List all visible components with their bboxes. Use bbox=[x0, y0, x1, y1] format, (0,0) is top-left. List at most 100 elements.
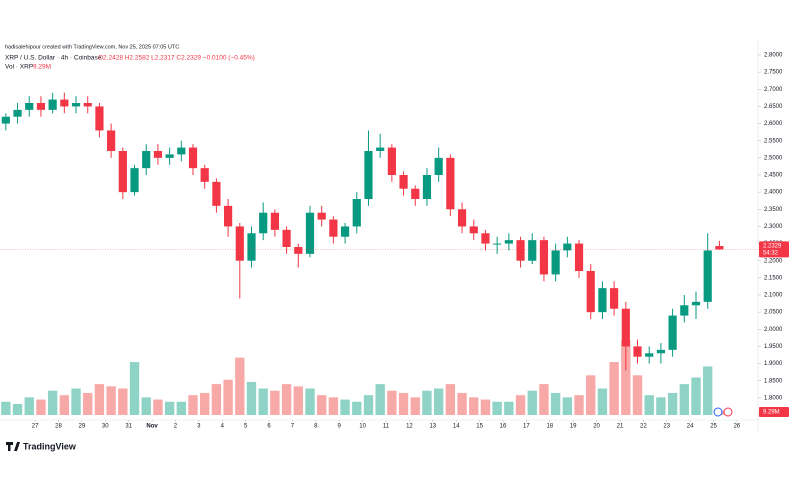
x-tick-label: 12 bbox=[406, 424, 413, 430]
x-tick-label: 5 bbox=[244, 424, 248, 430]
symbol-title: XRP / U.S. Dollar · 4h · Coinbase bbox=[5, 55, 102, 62]
candle-body bbox=[411, 188, 420, 199]
volume-bar bbox=[609, 362, 619, 415]
candle-body bbox=[563, 243, 572, 251]
x-tick-label: 26 bbox=[734, 424, 741, 430]
volume-bar bbox=[375, 384, 385, 415]
volume-bar bbox=[352, 401, 362, 415]
y-tick-label: 1.9000 bbox=[764, 361, 783, 367]
y-tick-label: 2.0000 bbox=[764, 327, 783, 333]
candle-body bbox=[539, 240, 549, 275]
volume-bar bbox=[328, 397, 339, 415]
y-tick-label: 2.8000 bbox=[764, 53, 783, 59]
candle-body bbox=[633, 346, 642, 357]
volume-bar bbox=[515, 395, 526, 415]
volume-bar bbox=[83, 392, 93, 415]
x-tick-label: 30 bbox=[102, 424, 109, 430]
volume-bar bbox=[433, 388, 444, 415]
candle-body bbox=[71, 103, 81, 107]
volume-bar bbox=[504, 401, 514, 415]
candle-body bbox=[25, 103, 34, 110]
volume-bar bbox=[270, 390, 280, 415]
plot-area bbox=[1, 92, 725, 415]
volume-bar bbox=[211, 384, 222, 415]
last-price-label: 2.2329 bbox=[763, 244, 782, 250]
y-tick-label: 1.9500 bbox=[764, 344, 783, 350]
candle-body bbox=[177, 147, 186, 155]
candle-body bbox=[574, 243, 584, 271]
candle-body bbox=[481, 233, 490, 244]
volume-bar bbox=[410, 397, 420, 415]
candle-body bbox=[680, 305, 689, 316]
candle-body bbox=[691, 301, 701, 306]
y-tick-label: 2.3000 bbox=[764, 224, 783, 230]
volume-bar bbox=[258, 388, 268, 415]
x-tick-label: 3 bbox=[197, 424, 201, 430]
volume-bar bbox=[574, 395, 584, 415]
candle-body bbox=[422, 175, 432, 199]
volume-bar bbox=[632, 375, 643, 415]
volume-bar bbox=[691, 377, 701, 415]
x-tick-label: 20 bbox=[593, 424, 600, 430]
y-tick-label: 2.6000 bbox=[764, 121, 783, 127]
volume-bar bbox=[317, 395, 327, 415]
volume-readout: 9.29M bbox=[33, 64, 51, 71]
candle-body bbox=[48, 99, 57, 110]
candle-body bbox=[60, 99, 69, 107]
y-tick-label: 2.4500 bbox=[764, 173, 783, 179]
volume-bar bbox=[106, 386, 116, 415]
x-tick-label: 13 bbox=[429, 424, 436, 430]
x-tick-label: 6 bbox=[267, 424, 271, 430]
x-tick-label: 14 bbox=[453, 424, 460, 430]
volume-label: 9.29M bbox=[763, 410, 780, 416]
volume-bar bbox=[200, 392, 210, 415]
volume-bar bbox=[47, 390, 58, 415]
candle-body bbox=[457, 209, 467, 227]
y-tick-label: 1.8000 bbox=[764, 395, 783, 401]
candle-body bbox=[36, 103, 46, 110]
creator-line: hadisalehipour created with TradingView.… bbox=[5, 44, 179, 50]
volume-bar bbox=[480, 399, 491, 415]
volume-box bbox=[759, 407, 789, 417]
candle-body bbox=[376, 147, 385, 151]
volume-bar bbox=[164, 401, 175, 415]
volume-bar bbox=[246, 381, 257, 415]
candle-body bbox=[153, 151, 163, 158]
candle-body bbox=[364, 151, 373, 199]
candle-body bbox=[95, 106, 104, 131]
candle-body bbox=[469, 226, 478, 234]
x-tick-label: Nov bbox=[146, 424, 158, 430]
x-tick-label: 7 bbox=[291, 424, 295, 430]
volume-bar bbox=[1, 401, 11, 415]
candle-body bbox=[83, 103, 92, 107]
volume-bar bbox=[703, 366, 713, 415]
x-tick-label: 31 bbox=[125, 424, 132, 430]
y-tick-label: 2.1500 bbox=[764, 275, 783, 281]
x-tick-label: 10 bbox=[359, 424, 366, 430]
candle-body bbox=[13, 109, 22, 117]
x-tick-label: 24 bbox=[687, 424, 694, 430]
ohlc-readout: O2.2428 H2.2582 L2.2317 C2.2329 −0.0100 … bbox=[98, 55, 255, 62]
last-price-box bbox=[759, 241, 789, 258]
candle-body bbox=[551, 250, 560, 275]
countdown-label: 54:32 bbox=[763, 251, 779, 257]
candle-body bbox=[142, 151, 151, 169]
candle-body bbox=[621, 308, 630, 347]
volume-bar bbox=[469, 397, 479, 415]
y-tick-label: 2.5000 bbox=[764, 155, 783, 161]
candle-body bbox=[340, 226, 350, 237]
candle-body bbox=[282, 229, 291, 247]
logo[interactable]: TradingView bbox=[6, 441, 77, 451]
volume-bar bbox=[527, 390, 537, 415]
x-tick-label: 8 bbox=[314, 424, 318, 430]
candle-body bbox=[270, 212, 279, 230]
volume-bar bbox=[597, 388, 608, 415]
volume-bar bbox=[223, 379, 233, 415]
logo-mark bbox=[6, 442, 20, 451]
y-tick-label: 2.3500 bbox=[764, 207, 783, 213]
candle-body bbox=[528, 240, 537, 261]
volume-bar bbox=[176, 401, 186, 415]
candle-body bbox=[1, 116, 10, 124]
